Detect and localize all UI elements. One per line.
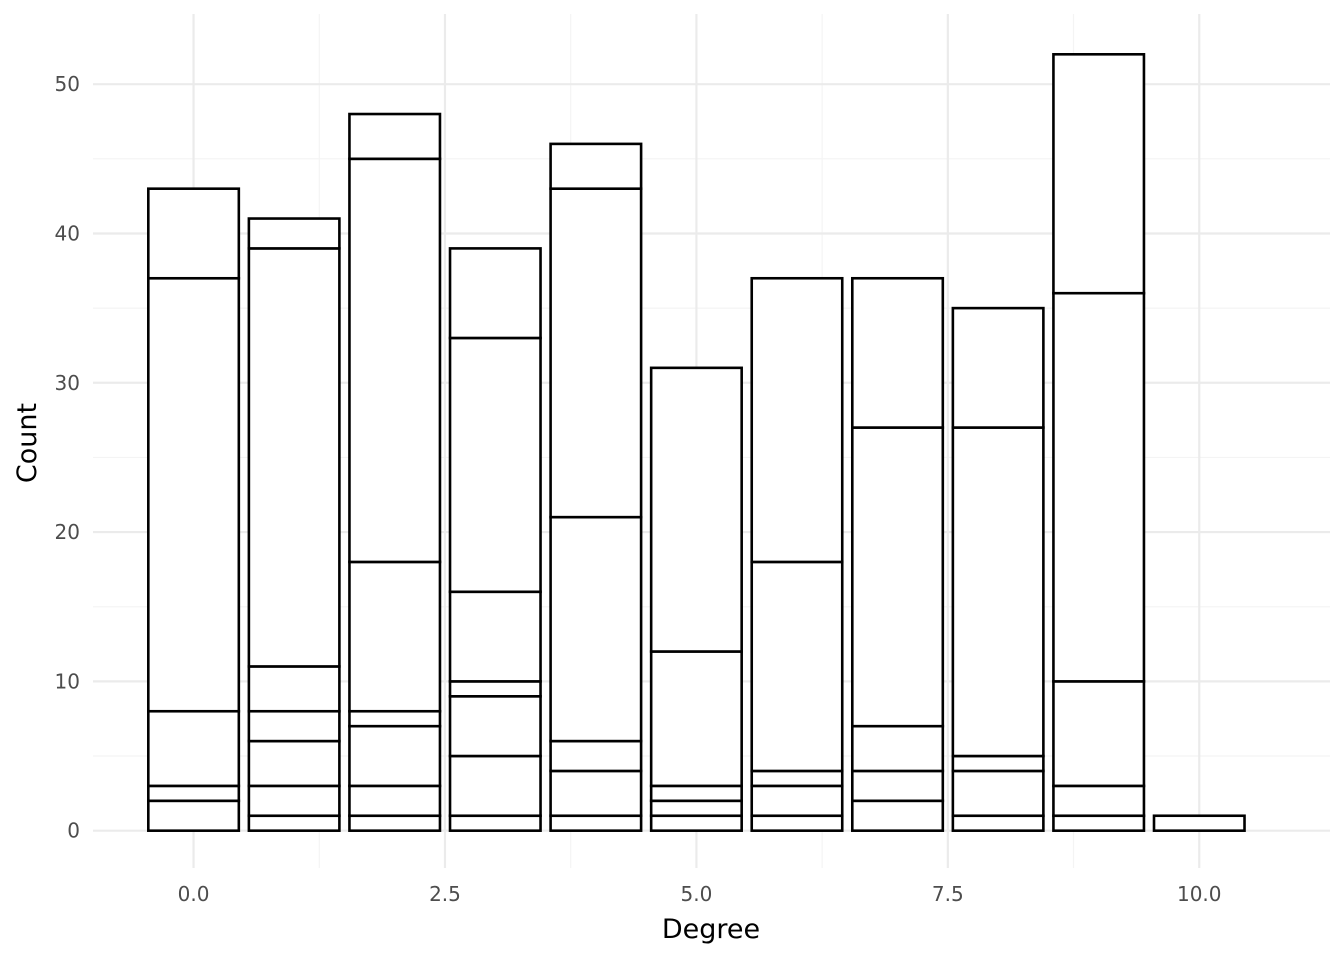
bar-segment xyxy=(348,157,442,564)
x-tick-label: 10.0 xyxy=(1177,882,1222,906)
bar-segment xyxy=(549,814,643,832)
bar-segment xyxy=(448,247,542,340)
bar-segment xyxy=(850,426,945,728)
x-tick-label: 7.5 xyxy=(932,882,964,906)
bar-segment xyxy=(348,814,442,832)
bar-segment xyxy=(549,739,643,773)
y-tick-label: 30 xyxy=(55,371,80,395)
y-tick-label: 0 xyxy=(67,819,80,843)
bar-segment xyxy=(850,799,945,832)
bar-segment xyxy=(147,784,241,803)
bar-segment xyxy=(448,814,542,832)
bar-segment xyxy=(951,769,1045,818)
bar-segment xyxy=(951,426,1045,758)
bars xyxy=(147,53,1246,832)
bar-segment xyxy=(448,754,542,818)
bar-segment xyxy=(348,724,442,788)
bar-segment xyxy=(1152,814,1246,832)
y-axis-title: Count xyxy=(12,403,43,483)
bar-segment xyxy=(951,754,1045,773)
bar-segment xyxy=(850,276,945,429)
y-tick-label: 50 xyxy=(55,72,80,96)
y-axis-tick-labels: 0 10 20 30 40 50 xyxy=(55,72,80,843)
bar-segment xyxy=(448,695,542,758)
bar-segment xyxy=(1052,814,1146,832)
bar-segment xyxy=(549,515,643,743)
bar-segment xyxy=(348,709,442,728)
bar-segment xyxy=(1052,784,1146,818)
bar-segment xyxy=(750,784,844,818)
bar-segment xyxy=(850,769,945,803)
bar-segment xyxy=(649,814,743,832)
bar-segment xyxy=(750,769,844,788)
bar-segment xyxy=(649,650,743,788)
x-tick-label: 5.0 xyxy=(681,882,713,906)
bar-segment xyxy=(951,306,1045,429)
bar-segment xyxy=(1052,291,1146,683)
bar-segment xyxy=(247,709,341,743)
x-tick-label: 0.0 xyxy=(178,882,210,906)
bar-segment xyxy=(649,366,743,653)
bar-segment xyxy=(247,739,341,788)
y-tick-label: 20 xyxy=(55,520,80,544)
bar-segment xyxy=(147,799,241,832)
bar-segment xyxy=(750,814,844,832)
bar-segment xyxy=(247,814,341,832)
x-tick-label: 2.5 xyxy=(429,882,461,906)
x-axis-tick-labels: 0.0 2.5 5.0 7.5 10.0 xyxy=(178,882,1222,906)
bar-segment xyxy=(348,784,442,818)
bar-segment xyxy=(649,784,743,803)
bar-segment xyxy=(147,276,241,713)
bar-segment xyxy=(649,799,743,818)
bar-segment xyxy=(147,187,241,280)
bar-segment xyxy=(549,769,643,818)
bar-segment xyxy=(247,247,341,668)
bar-segment xyxy=(1052,680,1146,788)
bar-segment xyxy=(549,187,643,519)
bar-segment xyxy=(1052,53,1146,295)
bar-segment xyxy=(750,560,844,773)
bar-segment xyxy=(247,217,341,250)
bar-segment xyxy=(448,590,542,683)
bar-segment xyxy=(549,142,643,190)
y-tick-label: 40 xyxy=(55,221,80,245)
y-tick-label: 10 xyxy=(55,669,80,693)
bar-segment xyxy=(951,814,1045,832)
bar-segment xyxy=(850,724,945,773)
bar-segment xyxy=(247,784,341,818)
bar-segment xyxy=(348,560,442,713)
bar-segment xyxy=(750,276,844,564)
x-axis-title: Degree xyxy=(662,914,760,945)
bar-segment xyxy=(348,112,442,161)
bar-segment xyxy=(448,336,542,594)
bar-segment xyxy=(147,709,241,788)
bar-segment xyxy=(448,680,542,698)
bar-segment xyxy=(247,665,341,713)
